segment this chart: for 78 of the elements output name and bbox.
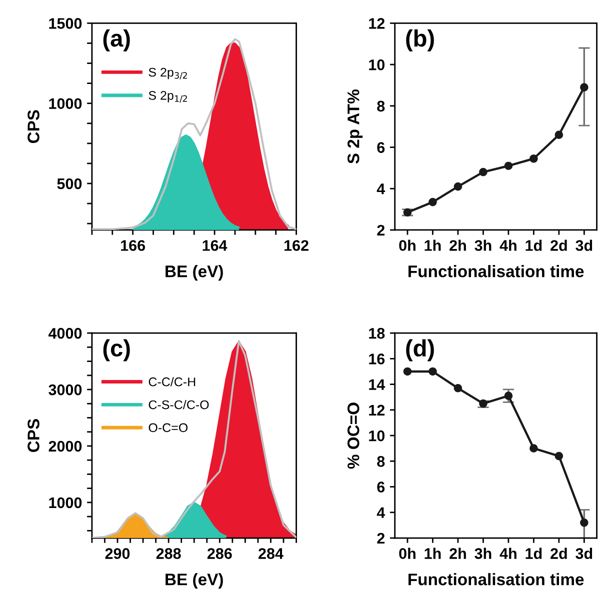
y-tick-label: 4 bbox=[376, 184, 386, 194]
legend-label: S 2p$_{3/2}$ bbox=[148, 68, 187, 80]
point bbox=[504, 392, 513, 400]
x-tick-label: 0h bbox=[399, 548, 416, 559]
legend-label: C-C/C-H bbox=[148, 377, 196, 386]
y-tick-label: 2000 bbox=[48, 440, 82, 452]
annotation: (b) bbox=[406, 29, 434, 52]
x-axis-title: BE (eV) bbox=[166, 573, 223, 589]
point bbox=[454, 384, 462, 392]
y-tick-label: 16 bbox=[369, 354, 385, 364]
y-axis-title: S 2p AT% bbox=[347, 90, 363, 164]
y-tick-label: 1500 bbox=[49, 18, 82, 29]
x-tick-label: 2d bbox=[550, 240, 567, 251]
point bbox=[530, 154, 538, 163]
y-tick-label: 12 bbox=[369, 18, 385, 29]
x-tick-label: 2h bbox=[450, 240, 466, 251]
annotation: (c) bbox=[103, 339, 130, 362]
x-tick-label: 3h bbox=[474, 548, 492, 559]
point bbox=[580, 83, 588, 92]
y-tick-label: 2 bbox=[377, 224, 385, 236]
y-tick-label: 10 bbox=[369, 430, 385, 442]
x-tick-label: 290 bbox=[105, 548, 130, 559]
point bbox=[403, 208, 412, 217]
point bbox=[504, 162, 513, 170]
y-tick-label: 6 bbox=[377, 482, 385, 492]
point bbox=[428, 198, 437, 206]
x-tick-label: 1h bbox=[424, 548, 441, 559]
x-tick-label: 3h bbox=[474, 240, 492, 251]
y-tick-label: 500 bbox=[57, 178, 82, 190]
y-tick-label: 3000 bbox=[48, 384, 82, 396]
y-tick-label: 6 bbox=[377, 142, 385, 153]
point bbox=[403, 367, 412, 376]
x-axis-title: Functionalisation time bbox=[408, 573, 584, 586]
x-tick-label: 2d bbox=[550, 548, 567, 559]
y-tick-label: 18 bbox=[369, 328, 385, 339]
annotation: (a) bbox=[103, 29, 130, 52]
y-axis-title: % OC=O bbox=[347, 402, 360, 469]
x-tick-label: 286 bbox=[207, 548, 232, 559]
x-tick-label: 2h bbox=[450, 548, 466, 559]
x-tick-label: 162 bbox=[284, 240, 308, 251]
point bbox=[554, 130, 564, 140]
point bbox=[428, 367, 437, 376]
x-tick-label: 4h bbox=[500, 548, 516, 559]
x-tick-label: 1d bbox=[526, 548, 542, 559]
annotation: (d) bbox=[406, 339, 434, 362]
legend-label: S 2p$_{1/2}$ bbox=[148, 91, 187, 103]
x-tick-label: 0h bbox=[399, 240, 416, 251]
x-axis-title: BE (eV) bbox=[166, 265, 223, 281]
x-tick-label: 284 bbox=[258, 548, 284, 559]
y-axis-title: CPS bbox=[28, 419, 40, 452]
point bbox=[580, 518, 588, 527]
x-tick-label: 4h bbox=[500, 240, 516, 251]
point bbox=[479, 168, 488, 176]
y-axis-title: CPS bbox=[28, 110, 40, 144]
point bbox=[530, 444, 538, 453]
legend-label: C-S-C/C-O bbox=[148, 400, 209, 410]
y-tick-label: 4000 bbox=[48, 328, 82, 339]
y-tick-label: 14 bbox=[369, 379, 386, 390]
x-tick-label: 3d bbox=[576, 548, 592, 559]
x-axis-title: Functionalisation time bbox=[408, 265, 584, 278]
legend-label: O-C=O bbox=[148, 423, 188, 432]
y-tick-label: 12 bbox=[369, 404, 385, 416]
x-tick-label: 164 bbox=[202, 240, 228, 251]
y-tick-label: 1000 bbox=[49, 497, 82, 508]
y-tick-label: 10 bbox=[369, 59, 385, 70]
x-tick-label: 166 bbox=[121, 240, 146, 251]
y-tick-label: 1000 bbox=[49, 98, 82, 110]
x-tick-label: 1d bbox=[526, 240, 542, 251]
y-tick-label: 2 bbox=[377, 532, 385, 544]
y-tick-label: 8 bbox=[377, 456, 385, 467]
x-tick-label: 288 bbox=[156, 548, 181, 559]
point bbox=[554, 452, 564, 460]
y-tick-label: 4 bbox=[376, 507, 386, 518]
x-tick-label: 3d bbox=[576, 240, 592, 251]
x-tick-label: 1h bbox=[424, 240, 441, 251]
point bbox=[454, 182, 462, 191]
point bbox=[479, 399, 488, 408]
y-tick-label: 8 bbox=[377, 100, 385, 112]
